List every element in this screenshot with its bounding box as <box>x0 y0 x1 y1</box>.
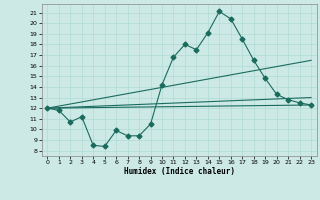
X-axis label: Humidex (Indice chaleur): Humidex (Indice chaleur) <box>124 167 235 176</box>
